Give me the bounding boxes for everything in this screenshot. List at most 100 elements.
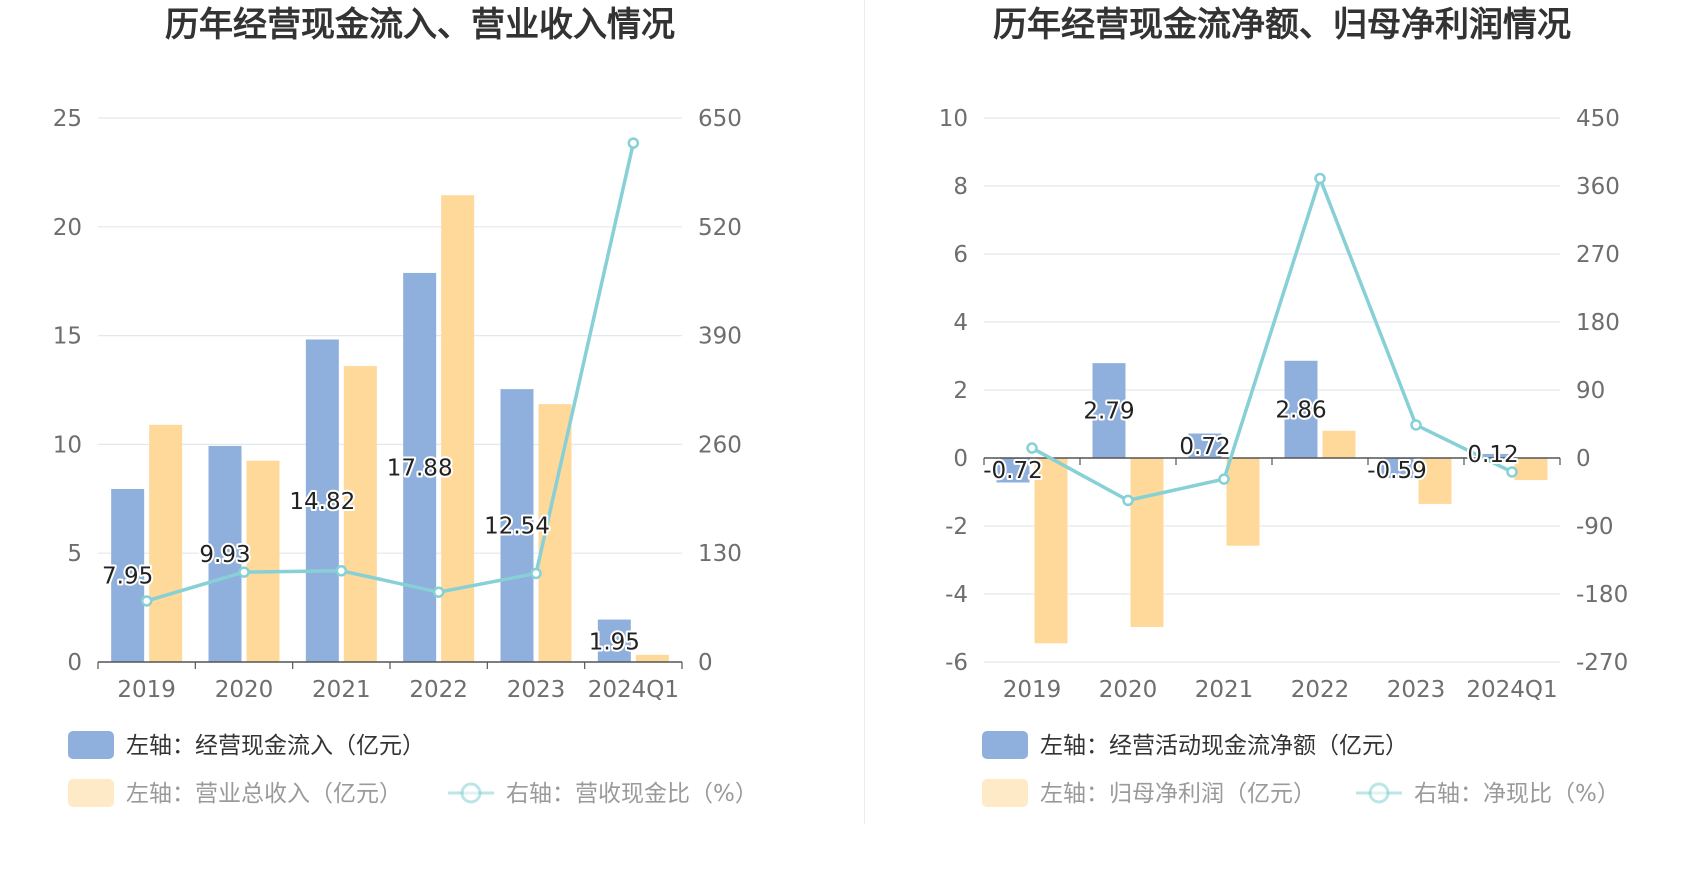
legend-label[interactable]: 左轴：经营活动现金流净额（亿元） [1040, 733, 1408, 759]
bar-primary[interactable] [305, 339, 339, 662]
legend-swatch-bar[interactable] [68, 731, 114, 759]
bar-secondary[interactable] [149, 424, 183, 662]
bar-primary[interactable] [500, 389, 534, 662]
left-axis-tick: 2 [953, 378, 968, 404]
data-label: 0.12 [1467, 442, 1518, 468]
category-label: 2019 [1003, 677, 1062, 703]
data-label: 9.93 [199, 542, 250, 568]
bar-primary[interactable] [996, 458, 1030, 483]
ratio-point[interactable] [1122, 494, 1134, 507]
bar-secondary[interactable] [1514, 458, 1548, 481]
ratio-point[interactable] [1314, 172, 1326, 185]
ratio-point[interactable] [432, 586, 445, 598]
left-axis-tick: 20 [53, 215, 82, 241]
left-axis-tick: -6 [945, 650, 968, 676]
right-axis-tick: 90 [1576, 378, 1605, 404]
ratio-point[interactable] [335, 565, 348, 577]
right-axis-tick: 360 [1576, 174, 1620, 200]
ratio-point[interactable] [1410, 419, 1422, 431]
bar-primary[interactable] [1188, 433, 1222, 458]
bar-primary[interactable] [1476, 453, 1510, 458]
left-axis-tick: 4 [953, 310, 968, 336]
category-label: 2020 [1099, 677, 1158, 703]
right-axis-tick: 520 [698, 215, 742, 241]
left-axis-tick: 0 [67, 650, 82, 676]
left-axis-tick: -2 [945, 514, 968, 540]
category-label: 2022 [409, 677, 468, 703]
ratio-line [146, 142, 636, 603]
bar-primary[interactable] [111, 489, 145, 662]
data-label: -0.59 [1367, 458, 1427, 484]
legend-swatch-point[interactable] [460, 782, 482, 804]
ratio-point[interactable] [1506, 466, 1518, 478]
category-label: 2024Q1 [1466, 677, 1557, 703]
ratio-point[interactable] [238, 566, 250, 578]
bar-secondary[interactable] [1322, 430, 1356, 458]
bar-primary[interactable] [1380, 458, 1414, 479]
category-label: 2022 [1291, 677, 1350, 703]
left-axis-tick: 8 [953, 174, 968, 200]
chart-title: 历年经营现金流净额、归母净利润情况 [993, 5, 1571, 45]
ratio-point[interactable] [627, 137, 640, 149]
legend-label[interactable]: 左轴：营业总收入（亿元） [126, 781, 402, 807]
legend-label[interactable]: 左轴：经营现金流入（亿元） [126, 733, 425, 759]
category-label: 2021 [312, 677, 371, 703]
right-axis-tick: 260 [698, 432, 742, 458]
ratio-line [1031, 176, 1513, 503]
right-axis-tick: -90 [1576, 514, 1614, 540]
bar-secondary[interactable] [246, 460, 280, 662]
right-axis-tick: -180 [1576, 582, 1628, 608]
category-label: 2023 [507, 677, 566, 703]
bar-secondary[interactable] [1034, 458, 1068, 644]
data-label: 12.54 [484, 514, 550, 540]
data-label: 2.86 [1275, 397, 1326, 423]
bar-primary[interactable] [597, 619, 631, 662]
bar-secondary[interactable] [1226, 458, 1260, 546]
category-label: 2019 [117, 677, 176, 703]
right-axis-tick: 180 [1576, 310, 1620, 336]
legend-swatch-bar[interactable] [982, 779, 1028, 807]
right-axis-tick: 390 [698, 324, 742, 350]
left-axis-tick: 25 [53, 106, 82, 132]
left-axis-tick: -4 [945, 582, 968, 608]
bar-secondary[interactable] [343, 366, 377, 662]
chart-cash-inflow-revenue: 历年经营现金流入、营业收入情况 0 5 10 15 20 25 0 130 260 390 520 65… [53, 5, 758, 807]
bar-secondary[interactable] [1130, 458, 1164, 627]
bar-primary[interactable] [1284, 360, 1318, 458]
bar-primary[interactable] [403, 272, 437, 662]
left-axis-tick: 10 [939, 106, 968, 132]
legend-label[interactable]: 右轴：净现比（%） [1414, 781, 1620, 807]
category-label: 2023 [1387, 677, 1446, 703]
legend-swatch-bar[interactable] [68, 779, 114, 807]
panel-divider [864, 0, 865, 824]
category-label: 2024Q1 [588, 677, 679, 703]
ratio-point[interactable] [1026, 442, 1038, 454]
legend-label[interactable]: 右轴：营收现金比（%） [506, 781, 758, 807]
bar-secondary[interactable] [1418, 458, 1452, 504]
left-axis-tick: 6 [953, 242, 968, 268]
legend-label[interactable]: 左轴：归母净利润（亿元） [1040, 781, 1316, 807]
bar-secondary[interactable] [635, 654, 669, 662]
category-label: 2021 [1195, 677, 1254, 703]
right-axis-tick: 0 [1576, 446, 1591, 472]
bar-primary[interactable] [208, 445, 242, 662]
bar-primary[interactable] [1092, 363, 1126, 458]
ratio-point[interactable] [530, 567, 542, 580]
left-axis-tick: 0 [953, 446, 968, 472]
ratio-point[interactable] [1218, 473, 1230, 485]
data-label: 7.95 [102, 564, 153, 590]
legend-swatch-point[interactable] [1368, 782, 1390, 804]
legend-swatch-bar[interactable] [982, 731, 1028, 759]
left-axis-tick: 10 [53, 432, 82, 458]
data-label: -0.72 [983, 458, 1043, 484]
ratio-point[interactable] [140, 595, 153, 607]
right-axis-tick: 130 [698, 541, 742, 567]
data-label: 0.72 [1179, 434, 1230, 460]
right-axis-tick: 650 [698, 106, 742, 132]
right-axis-tick: -270 [1576, 650, 1628, 676]
bar-secondary[interactable] [441, 195, 475, 663]
data-label: 2.79 [1083, 399, 1134, 425]
right-axis-tick: 450 [1576, 106, 1620, 132]
